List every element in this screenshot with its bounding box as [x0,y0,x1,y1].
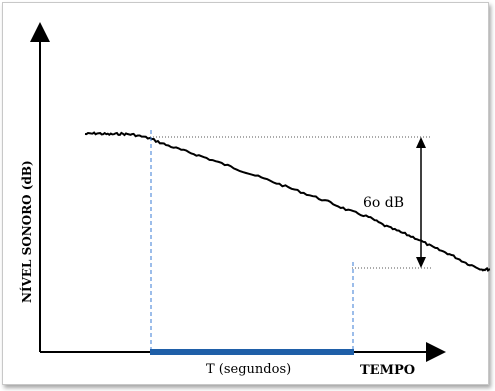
time-span-label: T (segundos) [206,362,291,377]
figure-frame [2,2,489,385]
time-span-bar [150,349,354,355]
level-drop-label: 6o dB [363,195,404,211]
y-axis-label: NÍVEL SONORO (dB) [19,160,34,303]
x-axis-label: TEMPO [360,363,415,378]
level-drop-arrow-top [416,137,426,148]
level-drop-arrow-bottom [416,257,426,268]
sound-level-curve [84,131,491,273]
